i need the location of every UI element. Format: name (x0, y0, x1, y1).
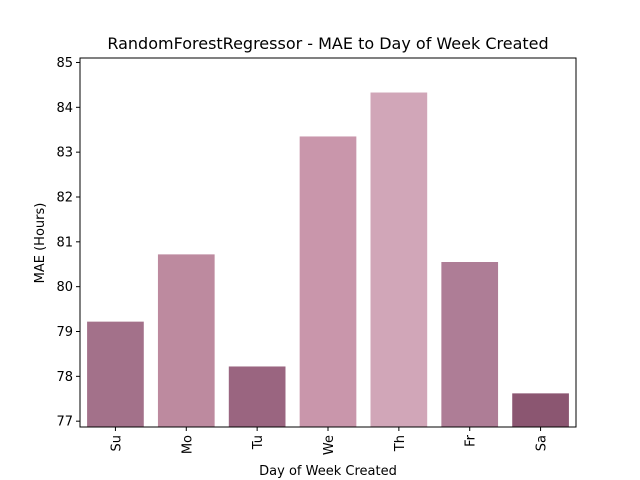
x-tick-label-fr: Fr (464, 434, 479, 447)
x-tick-label-tu: Tu (251, 435, 266, 450)
bar-mo (157, 254, 215, 427)
y-tick-label: 79 (56, 325, 73, 340)
bar-sa (512, 393, 569, 427)
y-tick-label: 82 (56, 190, 73, 205)
x-tick-label-mo: Mo (180, 435, 195, 454)
x-tick-label-th: Th (393, 435, 408, 452)
y-axis-label: MAE (Hours) (33, 203, 48, 284)
bar-fr (441, 262, 499, 427)
x-tick-label-su: Su (109, 435, 124, 452)
y-tick-label: 83 (56, 146, 73, 161)
x-tick-label-we: We (322, 435, 337, 455)
y-tick-label: 80 (56, 280, 73, 295)
y-tick-label: 85 (56, 56, 73, 71)
y-tick-label: 78 (56, 370, 73, 385)
y-tick-label: 84 (56, 101, 73, 116)
bar-we (299, 136, 357, 427)
bar-su (87, 321, 144, 427)
x-axis-label: Day of Week Created (259, 464, 397, 479)
bar-th (370, 92, 428, 428)
x-tick-label-sa: Sa (535, 435, 550, 451)
y-tick-label: 77 (56, 415, 73, 430)
chart-title: RandomForestRegressor - MAE to Day of We… (107, 34, 548, 53)
y-axis: 77 78 79 80 81 82 83 84 85 (56, 56, 80, 430)
bar-tu (228, 366, 286, 427)
y-tick-label: 81 (56, 235, 73, 250)
plot-frame (79, 57, 577, 428)
x-axis: Su Mo Tu We Th Fr Sa (109, 427, 550, 455)
bars-group (87, 92, 569, 428)
